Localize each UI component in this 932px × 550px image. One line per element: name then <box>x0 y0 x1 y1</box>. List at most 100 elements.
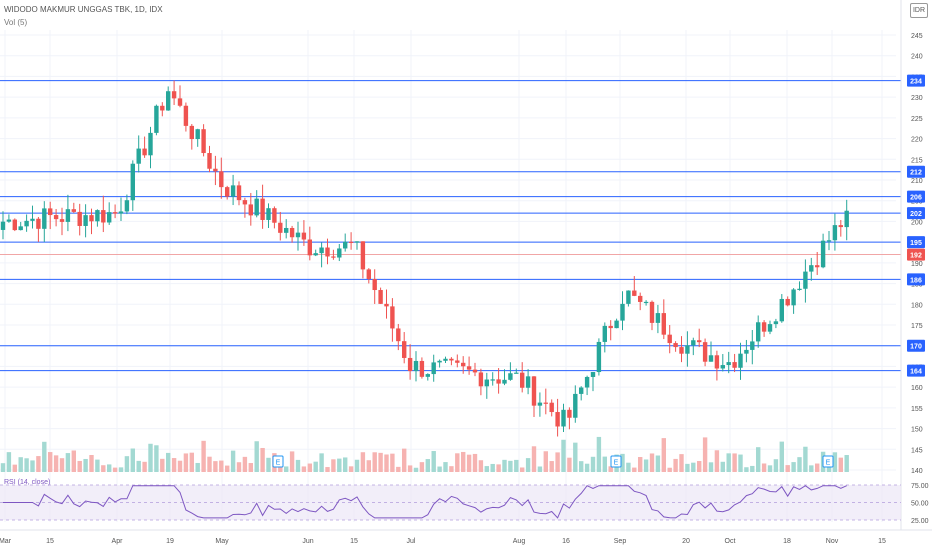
candle-body <box>189 125 194 140</box>
candle-body <box>614 320 619 329</box>
volume-bar <box>691 462 696 472</box>
candle-body <box>278 222 283 233</box>
volume-indicator-label: Vol (5) <box>4 18 28 27</box>
volume-bar <box>832 452 838 472</box>
volume-bar <box>372 452 377 472</box>
volume-bar <box>661 438 666 472</box>
candle-body <box>83 215 88 226</box>
candle-body <box>537 402 543 406</box>
y-tick-label: 220 <box>911 137 923 144</box>
volume-bar <box>6 452 12 472</box>
time-axis: Mar 15 Apr 19 May Jun 15 Jul Aug 16 Sep 20 Oct 18 Nov 1… <box>0 529 932 545</box>
volume-bar <box>112 467 118 472</box>
volume-bar <box>354 459 360 472</box>
candle-body <box>260 198 265 220</box>
candle-body <box>236 185 242 201</box>
volume-bar <box>502 459 507 472</box>
candle-body <box>0 221 6 230</box>
candle-body <box>6 219 12 222</box>
volume-bar <box>248 463 253 472</box>
price-axis: 2452402352302252202152102052001951901851… <box>900 0 925 530</box>
candle-body <box>437 360 442 363</box>
volume-bar <box>325 467 330 472</box>
x-tick-label: 18 <box>783 538 791 545</box>
candle-body <box>667 334 672 344</box>
level-label: 202 <box>910 211 922 218</box>
volume-bar <box>230 450 236 472</box>
volume-bar <box>407 465 413 472</box>
volume-bar <box>826 464 832 472</box>
candle-body <box>838 225 843 228</box>
volume-bar <box>384 454 389 472</box>
candle-body <box>337 248 342 258</box>
y-tick-label: 240 <box>911 54 923 61</box>
candle-body <box>803 271 808 289</box>
candle-body <box>673 343 678 348</box>
candle-body <box>443 358 448 361</box>
volume-bar <box>685 463 690 472</box>
candle-body <box>461 362 466 367</box>
candle-body <box>455 360 460 363</box>
x-tick-label: 15 <box>46 538 54 545</box>
volume-bar <box>419 462 425 472</box>
y-tick-label: 245 <box>911 33 923 40</box>
candle-body <box>702 342 708 362</box>
candle-body <box>691 340 696 346</box>
volume-bar <box>431 451 436 472</box>
candle-body <box>791 289 796 306</box>
candle-body <box>649 301 655 323</box>
candle-body <box>107 212 112 223</box>
volume-bar <box>213 461 218 472</box>
volume-bar <box>284 466 289 472</box>
candle-body <box>590 372 596 377</box>
level-label: 170 <box>910 344 922 351</box>
candle-body <box>466 366 472 370</box>
candle-body <box>543 402 548 404</box>
y-tick-label: 210 <box>911 178 923 185</box>
volume-bar <box>236 462 242 472</box>
volume-bar <box>130 448 135 472</box>
candle-body <box>154 105 159 133</box>
volume-bar <box>77 460 82 472</box>
volume-bar <box>160 458 165 472</box>
volume-bar <box>207 456 212 472</box>
volume-bar <box>714 450 720 472</box>
candle-body <box>832 225 838 241</box>
volume-bar <box>649 453 655 472</box>
volume-bar <box>478 460 484 472</box>
volume-bar <box>18 457 23 472</box>
candle-body <box>449 358 454 361</box>
candle-body <box>118 211 124 214</box>
candle-body <box>130 163 135 201</box>
volume-bar <box>466 454 472 472</box>
candle-body <box>620 303 625 321</box>
candle-body <box>685 345 690 354</box>
candle-body <box>136 148 141 164</box>
candle-body <box>797 288 802 290</box>
candle-body <box>89 215 94 222</box>
volume-bar <box>543 451 548 472</box>
candle-body <box>655 313 661 323</box>
rsi-line <box>3 485 847 519</box>
volume-bar <box>490 463 495 472</box>
volume-bar <box>779 441 784 472</box>
x-tick-label: Jun <box>302 538 313 545</box>
volume-bar <box>531 446 537 472</box>
volume-bar <box>0 463 6 472</box>
candle-body <box>661 313 666 335</box>
candle-body <box>785 298 790 306</box>
x-tick-label: 15 <box>878 538 886 545</box>
volume-bar <box>183 453 189 472</box>
volume-bar <box>525 458 531 472</box>
candle-body <box>484 379 489 387</box>
volume-bar <box>567 457 572 472</box>
candle-body <box>319 247 324 254</box>
volume-bar <box>30 460 35 472</box>
currency-badge[interactable]: IDR <box>910 3 928 18</box>
candle-body <box>756 322 761 342</box>
volume-bar <box>301 466 307 472</box>
candle-body <box>567 409 572 418</box>
candle-body <box>59 219 65 222</box>
